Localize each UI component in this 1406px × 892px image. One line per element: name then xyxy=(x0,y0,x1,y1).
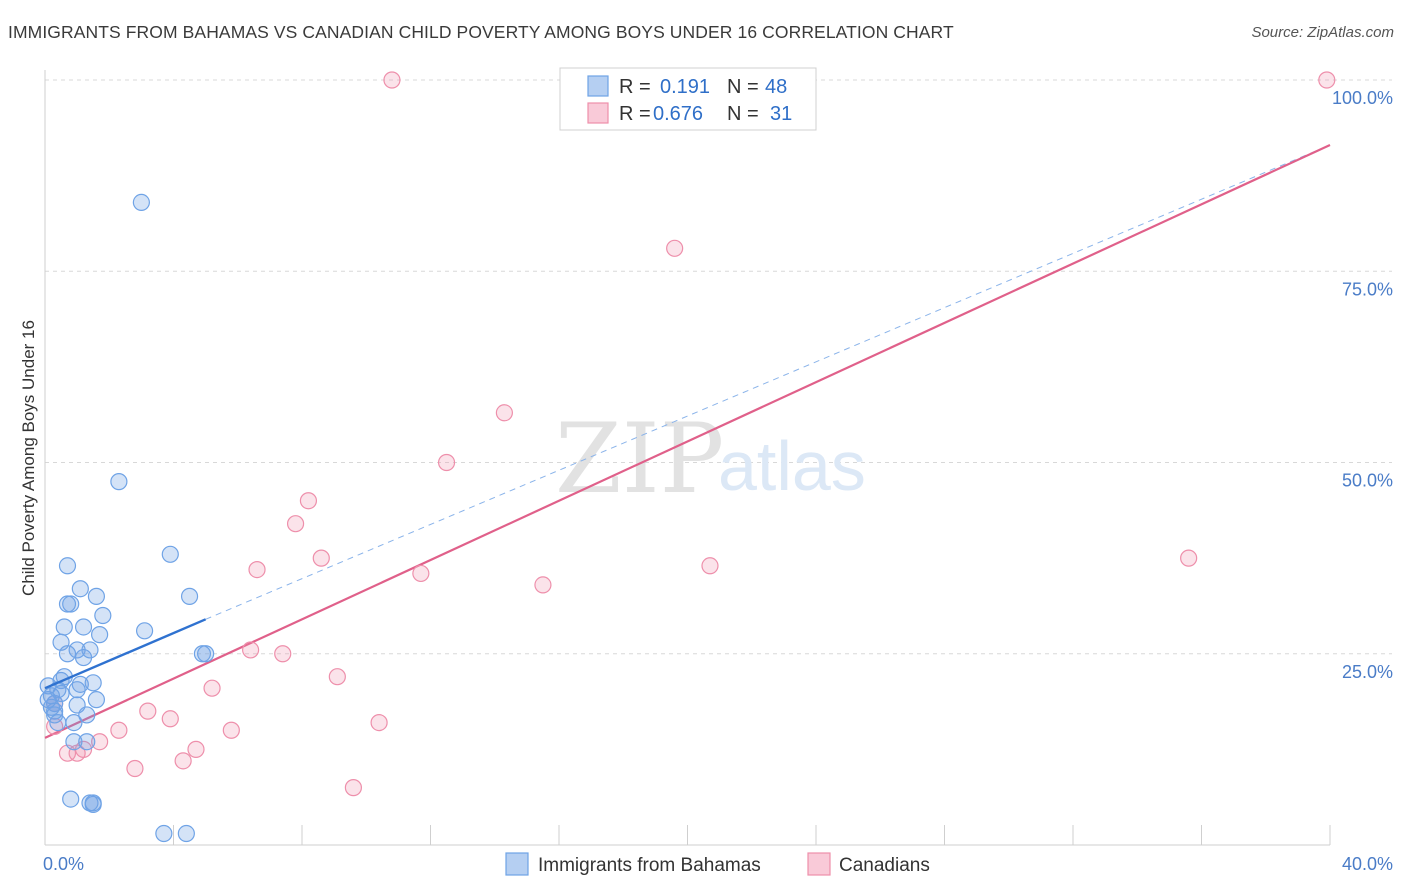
point-bahamas xyxy=(62,595,80,613)
point-canadians xyxy=(412,564,430,583)
point-bahamas xyxy=(84,795,102,814)
point-canadians xyxy=(161,710,179,728)
legend-r-value-1: 0.191 xyxy=(660,76,710,98)
point-canadians xyxy=(126,759,144,778)
y-tick-label: 50.0% xyxy=(1342,471,1393,491)
point-bahamas xyxy=(84,674,102,692)
point-canadians xyxy=(534,576,552,594)
point-canadians xyxy=(139,702,157,720)
point-bahamas xyxy=(132,193,150,211)
point-canadians xyxy=(383,71,401,89)
point-canadians xyxy=(110,721,128,739)
legend-r-label-1: R = xyxy=(619,76,651,98)
legend-r-value-2: 0.676 xyxy=(653,103,703,125)
point-bahamas xyxy=(65,733,83,751)
bottom-legend-swatch-pink xyxy=(807,852,831,876)
point-canadians xyxy=(274,645,292,663)
point-bahamas xyxy=(91,626,109,644)
y-tick-label: 100.0% xyxy=(1332,88,1393,108)
point-canadians xyxy=(312,549,330,567)
watermark-zip: ZIP xyxy=(555,403,724,515)
point-bahamas xyxy=(74,618,93,636)
axes: 25.0% 50.0% 75.0% 100.0% 0.0% 40.0% xyxy=(43,70,1393,874)
point-canadians xyxy=(701,557,719,575)
point-canadians xyxy=(328,668,346,686)
point-canadians xyxy=(1180,549,1198,567)
point-bahamas xyxy=(52,684,70,703)
point-bahamas xyxy=(161,545,179,563)
x-tick-label: 0.0% xyxy=(43,854,84,874)
point-canadians xyxy=(1318,71,1336,89)
point-bahamas xyxy=(78,706,96,724)
point-canadians xyxy=(437,453,456,472)
point-bahamas xyxy=(46,706,64,724)
bottom-legend-label-bahamas: Immigrants from Bahamas xyxy=(538,855,761,876)
point-bahamas xyxy=(71,580,89,598)
legend-n-label-1: N = xyxy=(727,76,759,98)
point-bahamas xyxy=(180,587,199,605)
bottom-legend-swatch-blue xyxy=(505,852,529,876)
point-canadians xyxy=(248,560,266,579)
legend-r-label-2: R = xyxy=(619,103,651,125)
point-canadians xyxy=(495,404,513,422)
legend-n-value-1: 48 xyxy=(765,76,787,98)
point-bahamas xyxy=(177,824,195,843)
legend-swatch-blue xyxy=(587,75,609,97)
data-points xyxy=(39,71,1336,843)
x-tick-label: 40.0% xyxy=(1342,854,1393,874)
legend-n-label-2: N = xyxy=(727,103,759,125)
point-bahamas xyxy=(58,645,77,663)
point-canadians xyxy=(222,721,240,739)
point-bahamas xyxy=(68,681,86,699)
point-bahamas xyxy=(58,557,77,575)
point-canadians xyxy=(91,733,109,751)
point-bahamas xyxy=(65,713,83,732)
chart-title: IMMIGRANTS FROM BAHAMAS VS CANADIAN CHIL… xyxy=(8,22,954,42)
point-canadians xyxy=(203,679,221,697)
point-bahamas xyxy=(62,790,80,808)
gridlines xyxy=(45,79,1392,655)
y-tick-label: 75.0% xyxy=(1342,279,1393,299)
point-canadians xyxy=(174,752,192,770)
series-legend: Immigrants from Bahamas Canadians xyxy=(505,852,930,876)
point-bahamas xyxy=(110,473,128,491)
y-axis-title: Child Poverty Among Boys Under 16 xyxy=(19,320,38,596)
point-bahamas xyxy=(55,618,73,636)
watermark-atlas: atlas xyxy=(718,427,866,505)
point-bahamas xyxy=(94,606,112,625)
correlation-legend: R = 0.191 N = 48 R = 0.676 N = 31 xyxy=(559,67,817,131)
point-canadians xyxy=(286,515,305,533)
y-tick-label: 25.0% xyxy=(1342,662,1393,682)
point-bahamas xyxy=(87,587,106,605)
point-bahamas xyxy=(78,733,96,751)
bottom-legend-label-canadians: Canadians xyxy=(839,855,930,876)
trend-line-canadians xyxy=(44,144,1331,739)
source-label: Source: ZipAtlas.com xyxy=(1251,24,1394,41)
point-canadians xyxy=(299,492,318,510)
point-canadians xyxy=(344,779,362,797)
point-bahamas xyxy=(197,645,215,663)
point-canadians xyxy=(666,239,684,257)
point-bahamas xyxy=(81,641,99,659)
point-bahamas xyxy=(135,622,154,640)
point-bahamas xyxy=(71,675,89,693)
trend-line-bahamas xyxy=(44,618,207,690)
watermark: ZIP atlas xyxy=(555,403,866,515)
point-canadians xyxy=(187,740,205,758)
point-canadians xyxy=(370,713,388,732)
point-bahamas xyxy=(87,691,106,709)
trend-line-bahamas-extrapolated xyxy=(205,144,1331,620)
legend-n-value-2: 31 xyxy=(770,103,792,125)
legend-swatch-pink xyxy=(587,102,609,124)
point-canadians xyxy=(242,641,260,659)
trend-lines xyxy=(44,144,1331,739)
point-bahamas xyxy=(155,824,173,843)
